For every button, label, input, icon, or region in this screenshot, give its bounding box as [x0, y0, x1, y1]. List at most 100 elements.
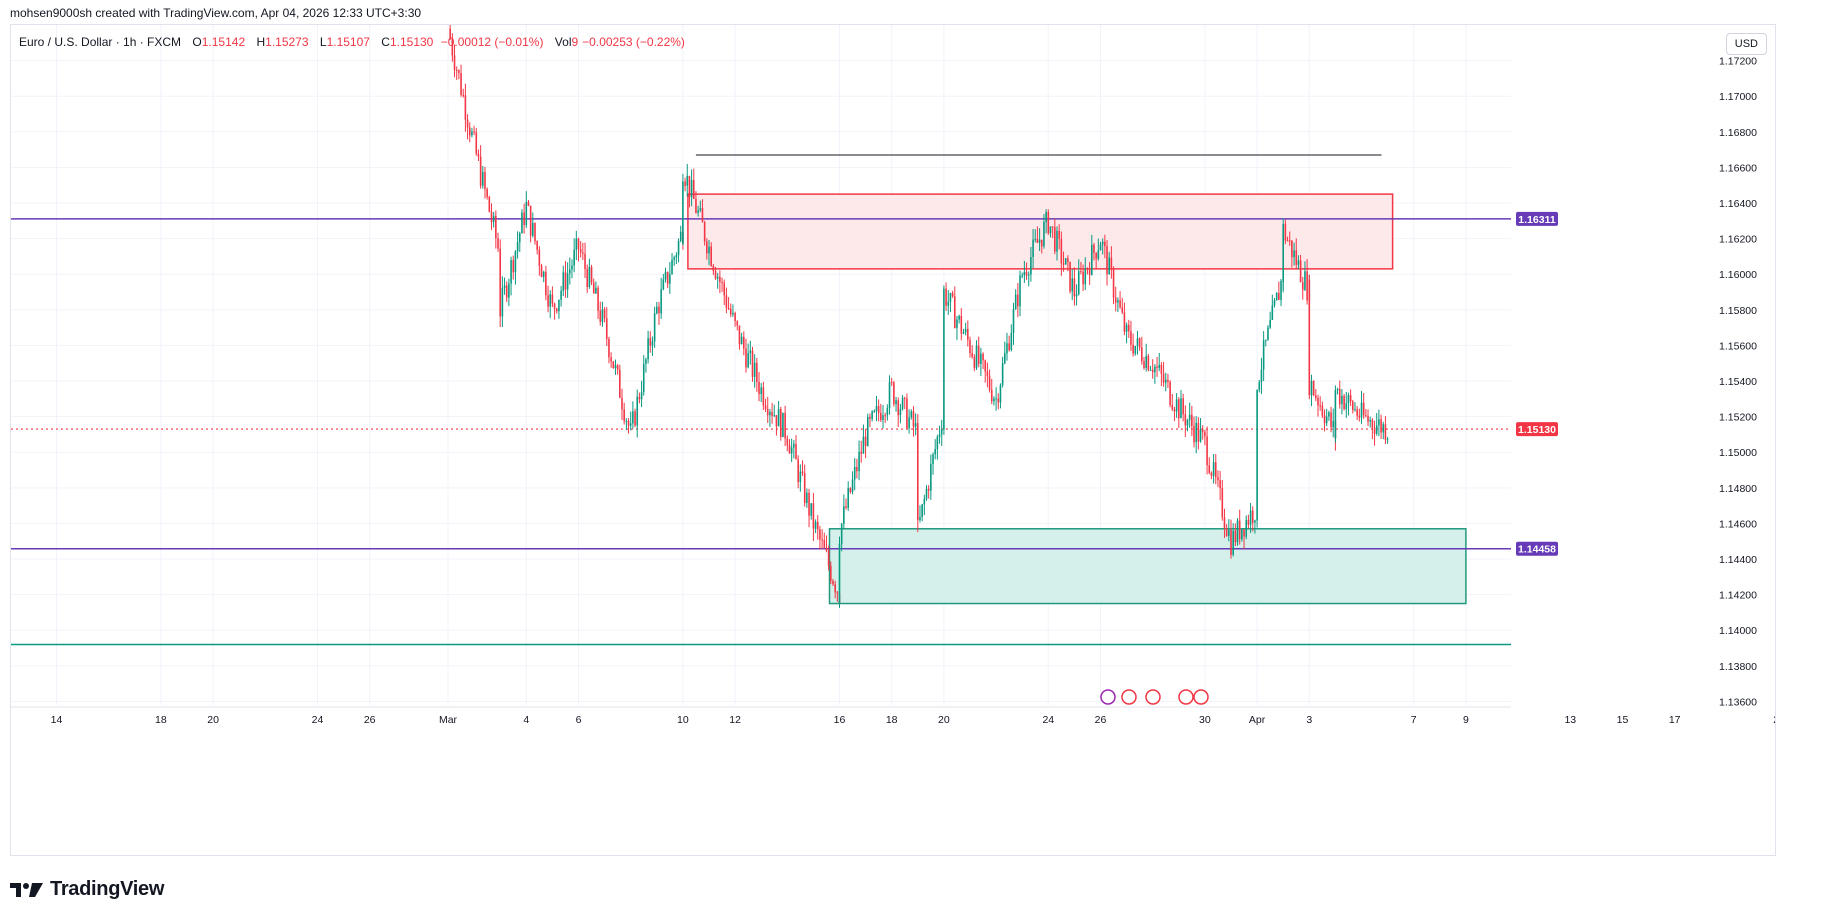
y-tick-label: 1.15800	[1719, 305, 1757, 317]
candle-body	[810, 503, 813, 516]
candle-body	[934, 449, 936, 455]
candle-body	[625, 421, 628, 423]
event-lightning-icon[interactable]	[1100, 689, 1116, 705]
candle-body	[1251, 510, 1254, 523]
candle-body	[745, 348, 747, 368]
candle-body	[943, 410, 945, 430]
candle-body	[999, 385, 1002, 403]
candle-body	[516, 242, 519, 252]
candle-body	[1030, 257, 1032, 275]
candle-body	[1119, 300, 1121, 308]
candle-body	[1317, 397, 1319, 406]
candle-body	[936, 436, 939, 450]
tradingview-logo[interactable]: TradingView	[10, 878, 164, 901]
candle-body	[1171, 404, 1174, 410]
candle-body	[947, 301, 950, 306]
candle-body	[597, 287, 599, 311]
candle-body	[953, 296, 956, 329]
candle-body	[723, 282, 726, 296]
candle-body	[475, 132, 478, 154]
candle-body	[1341, 395, 1343, 405]
candle-body	[764, 405, 767, 410]
chart-area[interactable]: 1.17200 1.17000 1.16800 1.16600 1.16400 1.162…	[10, 24, 1776, 856]
candle-body	[893, 382, 895, 405]
candle-body	[1084, 268, 1087, 285]
candle-body	[1271, 305, 1274, 320]
candle-body	[555, 308, 558, 312]
candle-body	[771, 411, 773, 416]
candle-body	[712, 265, 715, 272]
candle-body	[773, 415, 776, 417]
candle-body	[1091, 244, 1093, 275]
candle-body	[1238, 520, 1241, 540]
candle-body	[860, 451, 863, 454]
candle-body	[836, 592, 839, 594]
candle-body	[897, 400, 900, 416]
candle-body	[669, 274, 671, 284]
candle-body	[951, 293, 954, 297]
candle-body	[651, 341, 654, 346]
candle-body	[945, 288, 947, 306]
candle-body	[518, 233, 521, 243]
candle-body	[1384, 424, 1387, 440]
candle-body	[866, 416, 869, 446]
candle-body	[1373, 427, 1376, 434]
candle-body	[534, 222, 536, 242]
candle-body	[458, 70, 460, 74]
candle-body	[623, 409, 625, 422]
x-tick-label: 24	[1042, 714, 1054, 726]
candle-body	[553, 303, 556, 309]
x-tick-label: 9	[1463, 714, 1469, 726]
candle-body	[1241, 529, 1243, 540]
chart-meta: mohsen9000sh created with TradingView.co…	[10, 6, 422, 20]
candle-body	[721, 282, 723, 284]
candle-body	[508, 283, 510, 298]
candle-body	[799, 471, 802, 483]
candle-body	[847, 488, 849, 508]
candle-body	[1217, 477, 1219, 481]
candle-body	[1347, 395, 1350, 404]
candle-body	[529, 205, 532, 236]
candle-body	[686, 175, 689, 186]
candle-body	[1369, 419, 1371, 422]
candle-body	[1184, 414, 1187, 426]
low-label: L	[319, 35, 327, 49]
candle-body	[449, 28, 451, 39]
candle-body	[873, 411, 876, 413]
candle-body	[619, 369, 621, 398]
candle-body	[1075, 294, 1078, 297]
candle-body	[956, 319, 958, 329]
candle-body	[512, 260, 515, 273]
currency-button[interactable]: USD	[1725, 33, 1767, 55]
candle-body	[740, 336, 743, 345]
event-flag-icon[interactable]	[1145, 689, 1161, 705]
candle-body	[488, 196, 491, 212]
candle-body	[545, 271, 547, 296]
candle-body	[527, 202, 530, 206]
change-value: −0.00012 (−0.01%)	[440, 35, 544, 49]
candle-body	[736, 321, 739, 326]
price-chart[interactable]: 1.17200 1.17000 1.16800 1.16600 1.16400 1.162…	[11, 25, 1776, 856]
event-flag-icon[interactable]	[1178, 689, 1194, 705]
candle-body	[1082, 271, 1084, 285]
price-line-label: 1.16311	[1518, 214, 1556, 226]
candle-body	[1182, 398, 1184, 415]
candle-body	[864, 436, 867, 446]
candle-body	[573, 249, 575, 266]
event-flag-icon[interactable]	[1193, 689, 1209, 705]
symbol-label[interactable]: Euro / U.S. Dollar · 1h · FXCM	[19, 35, 182, 49]
event-flag-icon[interactable]	[1121, 689, 1137, 705]
candle-body	[1306, 271, 1308, 301]
candle-body	[986, 371, 989, 376]
candle-body	[1204, 431, 1206, 437]
candle-body	[1338, 388, 1341, 405]
candle-body	[1040, 239, 1043, 247]
candle-body	[495, 215, 497, 239]
candle-body	[547, 295, 549, 307]
candle-body	[501, 287, 504, 317]
candle-body	[569, 269, 571, 274]
candle-body	[1199, 429, 1202, 442]
candle-body	[1186, 420, 1189, 426]
candle-body	[1330, 412, 1332, 428]
candle-body	[462, 94, 465, 96]
